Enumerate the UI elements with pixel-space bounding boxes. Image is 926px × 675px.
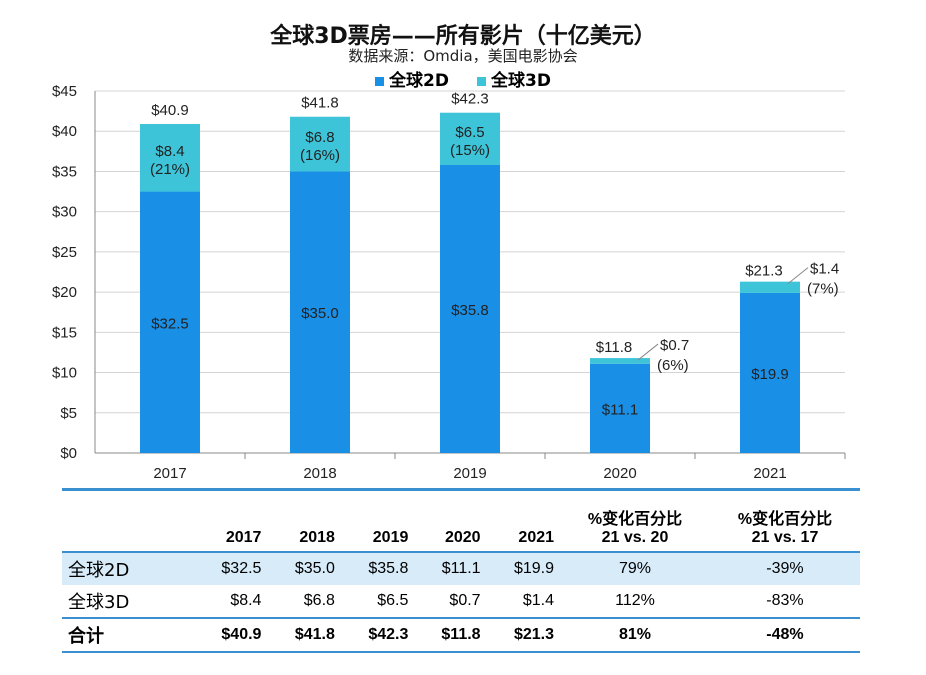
data-label-3d: $1.4 (810, 261, 839, 278)
legend: 全球2D 全球3D (0, 66, 926, 91)
bar-3d (590, 358, 650, 364)
col-header: 2021 (486, 488, 561, 552)
chart-title: 全球3D票房——所有影片（十亿美元） (270, 24, 656, 49)
data-label-2d: $11.1 (602, 401, 638, 418)
data-label-2d: $32.5 (151, 315, 189, 332)
y-tick-label: $0 (60, 445, 77, 462)
table-row: 全球3D $8.4 $6.8 $6.5 $0.7 $1.4 112% -83% (68, 592, 804, 613)
data-label-2d: $35.0 (301, 305, 339, 322)
bar-3d (440, 112, 500, 166)
col-header: 2018 (267, 488, 341, 552)
data-label-3d-share: (6%) (657, 357, 689, 374)
bar-3d (290, 116, 350, 172)
data-label-3d-share: (15%) (450, 142, 490, 159)
data-label-3d: $0.7 (660, 337, 689, 354)
y-tick-label: $15 (52, 324, 77, 341)
x-tick-label: 2021 (753, 465, 786, 482)
y-tick-label: $5 (60, 405, 77, 422)
table-header-row: 2017 2018 2019 2020 2021 %变化百分比 21 vs. 20… (62, 488, 860, 552)
bar-3d (740, 281, 800, 293)
bar-2d (740, 292, 800, 453)
y-tick-label: $20 (52, 284, 77, 301)
leader-line (637, 343, 659, 361)
bar-3d (140, 123, 200, 192)
col-header: %变化百分比 21 vs. 17 (709, 488, 860, 552)
data-label-3d: $6.5 (455, 124, 484, 141)
data-label-3d-share: (16%) (300, 147, 340, 164)
data-label-total: $41.8 (301, 95, 339, 112)
data-label-2d: $35.8 (451, 302, 489, 319)
table-row-total: 合计 $40.9 $41.8 $42.3 $11.8 $21.3 81% -48% (62, 617, 860, 653)
y-tick-label: $40 (52, 123, 77, 140)
bar-2d (440, 165, 500, 453)
y-tick-label: $10 (52, 365, 77, 382)
data-label-total: $21.3 (745, 263, 783, 280)
table-row: 全球2D $32.5 $35.0 $35.8 $11.1 $19.9 79% -39% (62, 551, 860, 585)
data-label-total: $42.3 (451, 91, 489, 108)
col-header: 2020 (414, 488, 487, 552)
chart-subtitle: 数据来源：Omdia，美国电影协会 (348, 47, 578, 65)
y-tick-label: $30 (52, 204, 77, 221)
x-tick-label: 2019 (453, 465, 486, 482)
bar-2d (590, 363, 650, 453)
bar-2d (140, 191, 200, 454)
data-label-total: $40.9 (151, 102, 189, 119)
x-tick-label: 2017 (153, 465, 186, 482)
leader-line (787, 267, 809, 285)
x-tick-label: 2018 (303, 465, 336, 482)
data-label-total: $11.8 (596, 339, 632, 356)
col-header: 2019 (340, 488, 415, 552)
col-header: %变化百分比 21 vs. 20 (560, 488, 710, 552)
y-tick-label: $25 (52, 244, 77, 261)
data-label-2d: $19.9 (751, 366, 789, 383)
data-table: 2017 2018 2019 2020 2021 %变化百分比 21 vs. 20… (62, 488, 860, 653)
y-tick-label: $35 (52, 163, 77, 180)
bar-2d (290, 171, 350, 453)
data-label-3d: $6.8 (305, 129, 334, 146)
legend-item-3d: 全球3D (477, 66, 551, 91)
data-label-3d-share: (7%) (807, 281, 839, 298)
data-label-3d: $8.4 (155, 143, 184, 160)
data-label-3d-share: (21%) (150, 161, 190, 178)
x-tick-label: 2020 (603, 465, 636, 482)
bar-chart: $0 $5 $10 $15 $20 $25 $30 $35 $40 $45 2017 $32.5 $8.… (52, 83, 846, 482)
col-header: 2017 (194, 488, 268, 552)
y-tick-label: $45 (52, 83, 77, 100)
legend-item-2d: 全球2D (375, 66, 449, 91)
